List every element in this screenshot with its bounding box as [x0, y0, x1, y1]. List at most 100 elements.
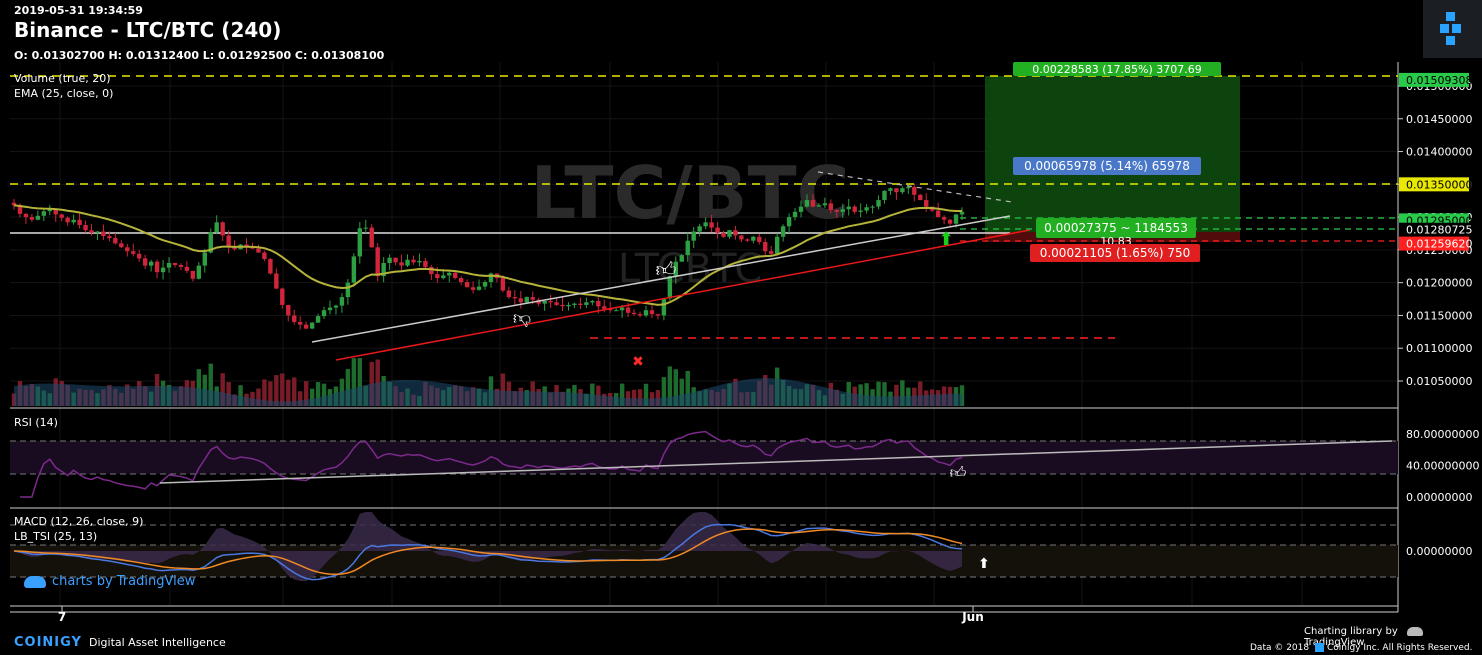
- price-tag-box: [1399, 177, 1469, 192]
- volume-bar: [303, 381, 309, 406]
- tradingview-label: charts by TradingView: [52, 574, 196, 589]
- price-tag-label: 0.01350000: [1406, 178, 1472, 191]
- macd-panel: ⬆: [10, 512, 1398, 582]
- volume-bar: [351, 358, 357, 406]
- candle-body: [148, 261, 154, 266]
- candle-body: [691, 231, 696, 241]
- candle-body: [602, 306, 607, 309]
- candle-body: [95, 231, 100, 233]
- candle-body: [786, 217, 792, 227]
- candle-body: [190, 270, 196, 279]
- volume-bar: [661, 377, 667, 406]
- candle-body: [488, 273, 494, 283]
- volume-bars: [11, 358, 965, 406]
- candle-body: [125, 247, 130, 252]
- candle-body: [71, 219, 76, 223]
- candle-body: [303, 324, 309, 329]
- candle-body: [745, 239, 750, 241]
- volume-bar: [292, 377, 297, 406]
- candle-body: [83, 224, 88, 231]
- volume-bar: [220, 373, 225, 406]
- position-label-box: [1036, 218, 1196, 238]
- candle-body: [184, 266, 190, 271]
- ema-line: [13, 204, 963, 306]
- candle-body: [321, 310, 327, 317]
- candle-body: [649, 310, 655, 315]
- rsi-indicator-label[interactable]: RSI (14): [14, 416, 58, 429]
- datetime: 2019-05-31 19:34:59: [14, 4, 143, 17]
- candle-body: [280, 288, 285, 305]
- time-tick-label: Jun: [961, 610, 984, 624]
- candle-body: [804, 200, 810, 207]
- charting-by-label: Charting library by: [1304, 626, 1398, 637]
- volume-bar: [631, 389, 637, 406]
- ohlc-readout: O: 0.01302700 H: 0.01312400 L: 0.0129250…: [14, 49, 385, 62]
- candle-body: [912, 186, 917, 195]
- candle-body: [59, 214, 64, 218]
- candle-body: [655, 314, 661, 316]
- candle-body: [441, 275, 446, 279]
- volume-bar: [876, 381, 881, 406]
- candle-body: [751, 236, 756, 241]
- candle-body: [447, 272, 452, 276]
- coinigy-logo[interactable]: [1423, 0, 1482, 58]
- candle-body: [566, 304, 571, 307]
- volume-indicator-label[interactable]: Volume (true, 20): [14, 72, 111, 85]
- volume-bar: [321, 383, 327, 406]
- candle-body: [256, 248, 261, 253]
- tradingview-link[interactable]: charts by TradingView: [24, 574, 195, 589]
- ema-indicator-label[interactable]: EMA (25, close, 0): [14, 87, 114, 100]
- candle-body: [166, 263, 172, 268]
- candle-body: [405, 259, 410, 266]
- candle-body: [625, 307, 631, 313]
- candle-body: [596, 301, 601, 307]
- x-marker: ✖: [632, 354, 644, 370]
- price-tags: 0.015093080.013500000.012950000.01280725…: [1399, 72, 1472, 251]
- volume-bar: [309, 388, 315, 406]
- copyright-text: Coinigy Inc. All Rights Reserved.: [1327, 643, 1473, 653]
- candle-body: [345, 282, 351, 298]
- candle-body: [667, 276, 673, 299]
- candle-body: [154, 261, 160, 273]
- position-label-box: [1013, 62, 1221, 76]
- volume-bar: [256, 388, 261, 406]
- price-tick-label: 0.01150000: [1406, 309, 1472, 322]
- candle-body: [935, 210, 941, 218]
- volume-bar: [274, 375, 279, 406]
- candle-body: [119, 243, 124, 248]
- candle-body: [500, 278, 506, 291]
- volume-bar: [637, 389, 643, 406]
- rsi-tick-label: 40.00000000: [1406, 460, 1479, 473]
- time-tick-label: 7: [58, 610, 66, 624]
- candle-body: [23, 213, 29, 218]
- candles: [11, 183, 965, 330]
- candle-body: [816, 205, 822, 207]
- volume-bar: [208, 363, 213, 406]
- candle-body: [637, 314, 643, 316]
- candle-body: [101, 231, 106, 237]
- volume-bar: [894, 384, 899, 406]
- candle-body: [715, 227, 720, 233]
- candle-body: [226, 235, 231, 247]
- candle-body: [369, 227, 374, 248]
- tsi-indicator-label[interactable]: LB_TSI (25, 13): [14, 530, 98, 543]
- candle-body: [268, 259, 273, 274]
- candle-body: [160, 267, 166, 273]
- candle-body: [697, 226, 702, 232]
- candle-body: [947, 219, 953, 224]
- trend-lines: [311, 171, 1031, 361]
- candle-body: [631, 312, 637, 315]
- volume-bar: [900, 380, 905, 406]
- candle-body: [608, 308, 613, 311]
- candle-body: [292, 315, 297, 322]
- candle-body: [35, 215, 41, 220]
- copyright: Data © 2018 Coinigy Inc. All Rights Rese…: [1250, 643, 1472, 653]
- candle-body: [208, 232, 213, 253]
- price-tick-label: 0.01050000: [1406, 375, 1472, 388]
- macd-indicator-label[interactable]: MACD (12, 26, close, 9): [14, 515, 144, 528]
- candle-body: [423, 261, 428, 267]
- candle-body: [661, 298, 667, 316]
- position-label-box: [1030, 244, 1200, 262]
- candle-body: [798, 206, 804, 212]
